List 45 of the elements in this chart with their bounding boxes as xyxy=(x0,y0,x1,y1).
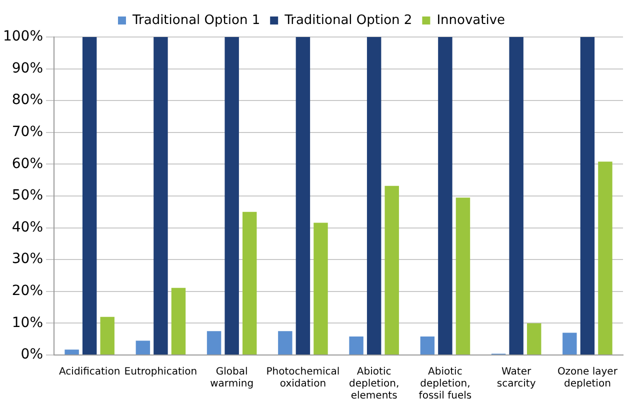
bar xyxy=(154,37,168,354)
bar xyxy=(562,332,577,354)
bar xyxy=(242,212,257,354)
legend-label: Traditional Option 2 xyxy=(284,12,412,28)
bar xyxy=(509,37,524,354)
bar xyxy=(206,331,222,354)
y-tick-label: 70% xyxy=(12,124,44,140)
bar xyxy=(438,37,452,354)
x-tick-label: Photochemical oxidation xyxy=(266,366,340,390)
y-tick-label: 100% xyxy=(2,28,44,45)
y-tick-label: 10% xyxy=(12,314,44,331)
legend-label: Traditional Option 1 xyxy=(131,12,260,28)
bar xyxy=(64,350,79,354)
bar xyxy=(456,198,470,354)
bar xyxy=(526,323,542,354)
bar xyxy=(224,37,239,354)
y-tick-label: 50% xyxy=(12,188,44,204)
bar xyxy=(278,331,292,354)
bar xyxy=(296,37,310,354)
bar xyxy=(171,288,186,354)
y-tick-label: 40% xyxy=(12,219,44,236)
bar xyxy=(384,186,399,354)
y-tick-label: 60% xyxy=(12,156,44,172)
y-tick-label: 0% xyxy=(20,346,44,363)
x-tick-label: Abiotic depletion, fossil fuels xyxy=(418,366,472,402)
bar xyxy=(349,336,364,354)
x-tick-label: Acidification xyxy=(59,366,120,378)
bar xyxy=(136,340,150,354)
x-tick-label: Global warming xyxy=(210,366,254,390)
bar xyxy=(366,37,382,354)
y-tick-label: 80% xyxy=(12,92,44,108)
bar xyxy=(598,162,612,354)
y-tick-label: 30% xyxy=(12,251,44,268)
x-tick-label: Abiotic depletion, elements xyxy=(349,366,400,402)
bar xyxy=(100,316,114,354)
x-tick-label: Water scarcity xyxy=(496,366,536,390)
x-tick-label: Eutrophication xyxy=(124,366,198,378)
y-tick-label: 90% xyxy=(12,60,44,76)
bar xyxy=(314,222,328,354)
bar xyxy=(580,37,595,354)
legend-label: Innovative xyxy=(436,12,506,28)
x-tick-label: Ozone layer depletion xyxy=(557,366,618,390)
y-tick-label: 20% xyxy=(12,283,44,300)
bar xyxy=(82,37,97,354)
bar xyxy=(420,336,435,354)
